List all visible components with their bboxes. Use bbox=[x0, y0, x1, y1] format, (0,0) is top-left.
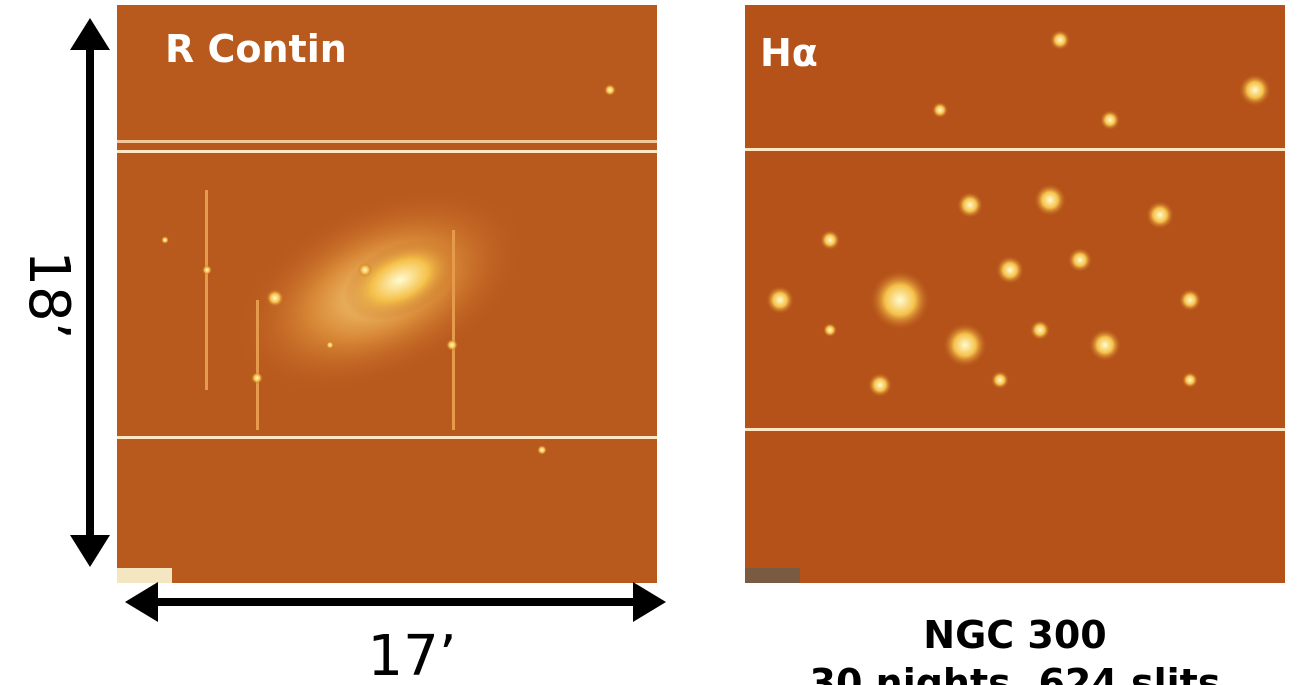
width-label: 17’ bbox=[367, 624, 456, 685]
h-alpha-image bbox=[745, 5, 1285, 583]
width-arrow bbox=[125, 582, 666, 622]
image-label: R Contin bbox=[165, 27, 347, 71]
height-label: 18’ bbox=[16, 250, 81, 339]
height-arrow bbox=[70, 18, 110, 567]
image-label: Hα bbox=[760, 31, 818, 75]
caption-title: NGC 300 bbox=[923, 613, 1106, 657]
r-continuum-image bbox=[117, 5, 657, 583]
caption-subtitle: 30 nights, 624 slits bbox=[810, 661, 1221, 685]
